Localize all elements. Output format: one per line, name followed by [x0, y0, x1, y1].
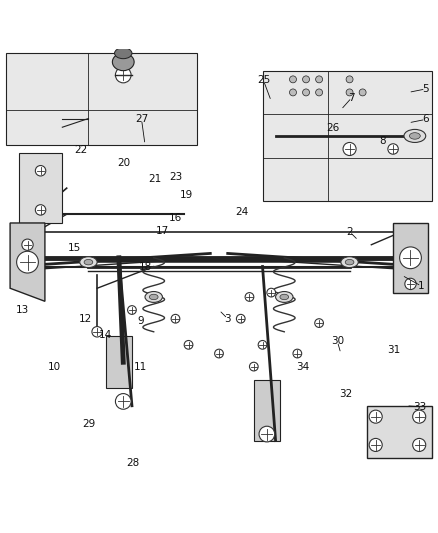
Circle shape — [303, 89, 310, 96]
Text: 24: 24 — [235, 207, 248, 217]
Circle shape — [388, 144, 398, 154]
Text: 21: 21 — [148, 174, 161, 184]
Ellipse shape — [410, 133, 420, 139]
Circle shape — [116, 67, 131, 83]
Ellipse shape — [276, 292, 293, 302]
Ellipse shape — [145, 292, 162, 302]
Circle shape — [35, 166, 46, 176]
Circle shape — [315, 319, 323, 327]
Polygon shape — [19, 154, 62, 223]
Text: 32: 32 — [339, 389, 353, 399]
Text: 29: 29 — [83, 419, 96, 429]
Ellipse shape — [80, 257, 97, 268]
Circle shape — [369, 439, 382, 451]
Text: 31: 31 — [387, 345, 401, 355]
Text: 5: 5 — [422, 84, 429, 94]
Text: 30: 30 — [331, 336, 344, 346]
Circle shape — [116, 393, 131, 409]
Circle shape — [359, 89, 366, 96]
Circle shape — [369, 410, 382, 423]
Circle shape — [258, 341, 267, 349]
Circle shape — [267, 288, 276, 297]
Text: 16: 16 — [169, 213, 182, 223]
Circle shape — [413, 410, 426, 423]
Text: 23: 23 — [170, 172, 183, 182]
Circle shape — [245, 293, 254, 301]
Text: 26: 26 — [326, 123, 339, 133]
Circle shape — [293, 349, 302, 358]
Circle shape — [399, 247, 421, 269]
Polygon shape — [393, 223, 428, 293]
Text: 14: 14 — [99, 330, 113, 340]
Circle shape — [184, 341, 193, 349]
Text: 27: 27 — [135, 115, 148, 124]
Circle shape — [259, 426, 275, 442]
Ellipse shape — [115, 48, 132, 59]
Text: 17: 17 — [156, 226, 169, 236]
Polygon shape — [367, 406, 432, 458]
Circle shape — [405, 278, 416, 289]
Circle shape — [316, 89, 322, 96]
Text: 10: 10 — [48, 361, 61, 372]
Circle shape — [17, 251, 39, 273]
Ellipse shape — [341, 257, 358, 268]
Text: 12: 12 — [78, 314, 92, 324]
Bar — [254, 379, 280, 441]
Polygon shape — [6, 53, 197, 144]
Text: 25: 25 — [257, 75, 270, 85]
Polygon shape — [10, 223, 45, 301]
Circle shape — [250, 362, 258, 371]
Text: 34: 34 — [296, 362, 309, 373]
Circle shape — [346, 76, 353, 83]
Circle shape — [35, 205, 46, 215]
Text: 33: 33 — [413, 402, 427, 411]
Ellipse shape — [149, 294, 158, 300]
Circle shape — [343, 142, 356, 156]
Text: 6: 6 — [422, 115, 429, 124]
Text: 8: 8 — [379, 136, 385, 146]
Text: 11: 11 — [134, 361, 147, 372]
Circle shape — [413, 439, 426, 451]
Ellipse shape — [113, 53, 134, 71]
Text: 28: 28 — [126, 458, 139, 468]
Circle shape — [237, 314, 245, 323]
Bar — [106, 336, 132, 389]
Polygon shape — [262, 71, 432, 201]
Text: 1: 1 — [418, 281, 425, 291]
Circle shape — [22, 239, 33, 251]
Text: 22: 22 — [74, 145, 87, 155]
Text: 15: 15 — [68, 243, 81, 253]
Text: 19: 19 — [180, 190, 193, 200]
Text: 20: 20 — [117, 158, 131, 168]
Ellipse shape — [345, 260, 354, 265]
Circle shape — [346, 89, 353, 96]
Circle shape — [290, 89, 297, 96]
Circle shape — [290, 76, 297, 83]
Text: 13: 13 — [16, 305, 29, 315]
Circle shape — [303, 76, 310, 83]
Text: 18: 18 — [138, 262, 152, 271]
Ellipse shape — [404, 130, 426, 142]
Ellipse shape — [84, 260, 93, 265]
Circle shape — [127, 305, 136, 314]
Text: 7: 7 — [349, 93, 355, 103]
Circle shape — [92, 327, 102, 337]
Text: 3: 3 — [224, 314, 231, 324]
Ellipse shape — [280, 294, 289, 300]
Text: 9: 9 — [138, 316, 144, 326]
Circle shape — [215, 349, 223, 358]
Circle shape — [171, 314, 180, 323]
Text: 2: 2 — [346, 227, 353, 237]
Circle shape — [316, 76, 322, 83]
